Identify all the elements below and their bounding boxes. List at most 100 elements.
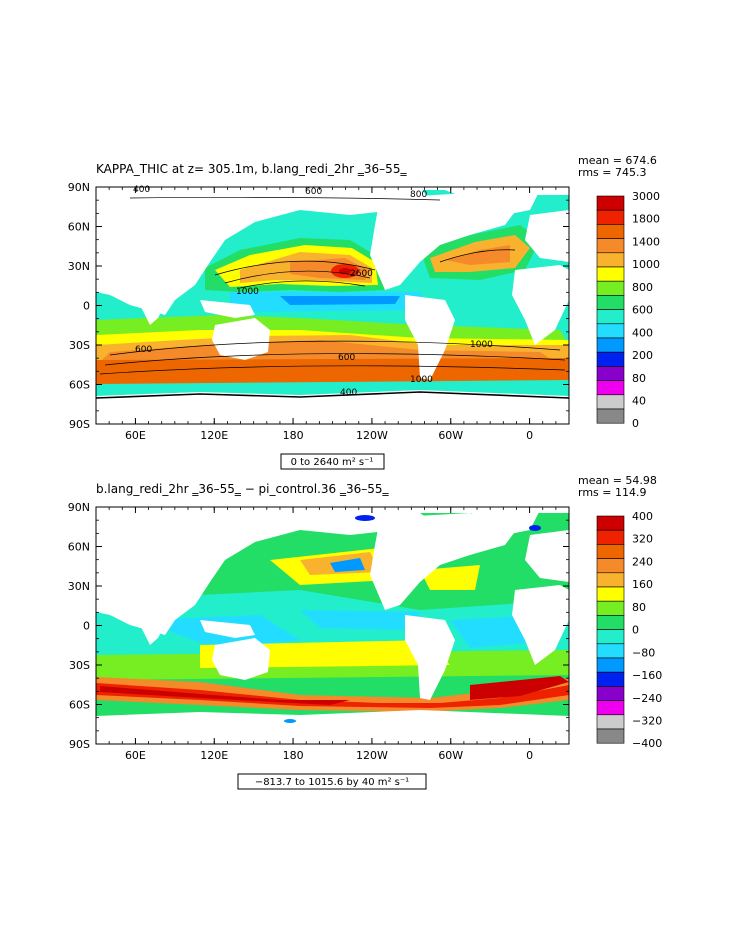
x-tick-label: 60W bbox=[438, 749, 463, 762]
legend-label: 3000 bbox=[632, 190, 660, 203]
legend-label: −80 bbox=[632, 646, 655, 659]
x-tick-label: 120E bbox=[200, 749, 228, 762]
panel-2-mean: mean = 54.98 bbox=[578, 474, 657, 487]
x-tick-label: 180 bbox=[283, 749, 304, 762]
legend-swatch bbox=[596, 408, 625, 424]
x-tick-label: 60E bbox=[125, 429, 146, 442]
legend-swatch bbox=[596, 295, 625, 310]
legend-swatch bbox=[596, 572, 625, 588]
legend-swatch bbox=[596, 515, 625, 531]
legend-label: 200 bbox=[632, 349, 653, 362]
svg-text:1000: 1000 bbox=[470, 340, 493, 350]
legend-label: 600 bbox=[632, 304, 653, 317]
y-tick-label: 60N bbox=[68, 221, 90, 234]
panel-1-contour-labels: 400 600 800 1000 2600 1000 600 600 400 1… bbox=[133, 185, 493, 398]
panel-2-range-box bbox=[237, 773, 427, 790]
legend-swatch bbox=[596, 209, 625, 225]
y-tick-label: 60S bbox=[69, 699, 90, 712]
y-tick-label: 30S bbox=[69, 659, 90, 672]
panel-1: KAPPA_THIC at z= 305.1m, b.lang_redi_2hr… bbox=[68, 154, 660, 470]
y-tick-label: 30N bbox=[68, 580, 90, 593]
legend-swatch bbox=[596, 629, 625, 645]
legend-swatch bbox=[596, 323, 625, 339]
legend-label: −240 bbox=[632, 692, 662, 705]
y-tick-label: 90N bbox=[68, 501, 90, 514]
y-tick-label: 0 bbox=[83, 300, 90, 313]
panel-1-rms: rms = 745.3 bbox=[578, 166, 646, 179]
panel-1-range-box bbox=[280, 453, 385, 470]
svg-text:2600: 2600 bbox=[350, 269, 373, 279]
svg-text:1000: 1000 bbox=[410, 375, 433, 385]
y-tick-label: 60N bbox=[68, 541, 90, 554]
legend-swatch bbox=[596, 224, 625, 239]
panel-2-rms: rms = 114.9 bbox=[578, 486, 646, 499]
legend-swatch bbox=[596, 380, 625, 396]
x-tick-label: 60E bbox=[125, 749, 146, 762]
svg-text:800: 800 bbox=[410, 190, 427, 200]
legend-swatch bbox=[596, 394, 625, 410]
legend-swatch bbox=[596, 700, 625, 716]
x-tick-label: 60W bbox=[438, 429, 463, 442]
legend-label: 0 bbox=[632, 417, 639, 430]
legend-swatch bbox=[596, 586, 625, 602]
legend-label: −400 bbox=[632, 737, 662, 750]
x-tick-label: 0 bbox=[526, 429, 533, 442]
legend-label: 80 bbox=[632, 372, 646, 385]
x-tick-label: 120W bbox=[356, 429, 388, 442]
legend-swatch bbox=[596, 686, 625, 701]
legend-swatch bbox=[596, 266, 625, 282]
legend-label: 400 bbox=[632, 510, 653, 523]
legend-swatch bbox=[596, 280, 625, 296]
x-tick-label: 120W bbox=[356, 749, 388, 762]
panel-2-axes: 90N 60N 30N 0 30S 60S 90S 60E 120E 180 120W 60W 0 bbox=[68, 501, 570, 762]
legend-swatch bbox=[596, 309, 625, 325]
legend-swatch bbox=[596, 366, 625, 381]
x-tick-label: 120E bbox=[200, 429, 228, 442]
legend-swatch bbox=[596, 615, 625, 630]
legend-label: 1000 bbox=[632, 258, 660, 271]
x-tick-label: 0 bbox=[526, 749, 533, 762]
x-tick-label: 180 bbox=[283, 429, 304, 442]
legend-label: −160 bbox=[632, 669, 662, 682]
legend-swatch bbox=[596, 714, 625, 730]
svg-text:1000: 1000 bbox=[236, 287, 259, 297]
legend-swatch bbox=[596, 337, 625, 353]
legend-swatch bbox=[596, 544, 625, 559]
legend-label: −320 bbox=[632, 714, 662, 727]
legend-swatch bbox=[596, 238, 625, 254]
svg-text:600: 600 bbox=[305, 187, 322, 197]
legend-swatch bbox=[596, 671, 625, 687]
legend-swatch bbox=[596, 728, 625, 744]
legend-swatch bbox=[596, 529, 625, 545]
panel-2-map bbox=[96, 507, 569, 744]
legend-swatch bbox=[596, 643, 625, 659]
legend-label: 0 bbox=[632, 624, 639, 637]
y-tick-label: 30N bbox=[68, 260, 90, 273]
legend-swatch bbox=[596, 558, 625, 574]
panel-1-title: KAPPA_THIC at z= 305.1m, b.lang_redi_2hr… bbox=[96, 162, 407, 176]
y-tick-label: 90N bbox=[68, 181, 90, 194]
legend-label: 40 bbox=[632, 394, 646, 407]
svg-text:400: 400 bbox=[340, 388, 357, 398]
svg-text:600: 600 bbox=[338, 353, 355, 363]
legend-swatch bbox=[596, 252, 625, 268]
y-tick-label: 60S bbox=[69, 379, 90, 392]
panel-1-axes: 90N 60N 30N 0 30S 60S 90S 60E 120E 180 120W 60W 0 bbox=[68, 181, 570, 442]
legend-swatch bbox=[596, 195, 625, 211]
legend-swatch bbox=[596, 351, 625, 367]
legend-label: 320 bbox=[632, 533, 653, 546]
legend-label: 80 bbox=[632, 601, 646, 614]
y-tick-label: 0 bbox=[83, 620, 90, 633]
y-tick-label: 30S bbox=[69, 339, 90, 352]
legend-swatch bbox=[596, 600, 625, 616]
panel-2-legend: 400 320 240 160 80 0 −80 −160 −240 −320 −400 bbox=[596, 510, 662, 750]
panel-2-title: b.lang_redi_2hr ‗36–55‗ − pi_control.36 … bbox=[96, 482, 390, 496]
legend-label: 400 bbox=[632, 326, 653, 339]
legend-swatch bbox=[596, 657, 625, 673]
legend-label: 160 bbox=[632, 578, 653, 591]
panel-2-range-label: −813.7 to 1015.6 by 40 m² s⁻¹ bbox=[255, 777, 409, 788]
svg-text:400: 400 bbox=[133, 185, 150, 195]
